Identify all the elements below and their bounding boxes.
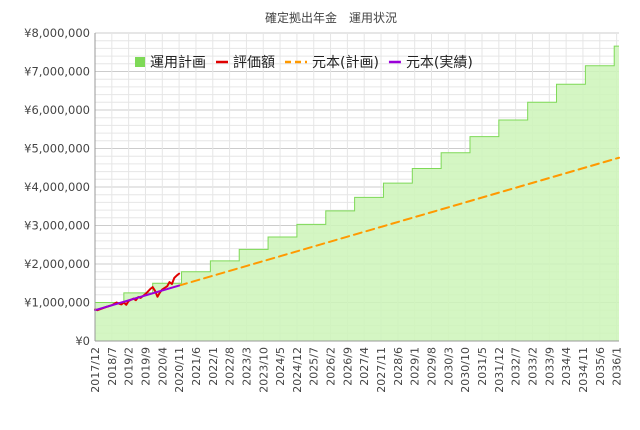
plot-area — [94, 45, 620, 342]
x-tick-label: 2032/7 — [510, 347, 523, 386]
y-tick-label: ¥8,000,000 — [24, 26, 90, 40]
x-tick-label: 2034/4 — [560, 347, 573, 386]
series-plan-area — [95, 46, 619, 342]
legend-item: 評価額 — [216, 55, 275, 71]
legend-label: 評価額 — [233, 55, 275, 71]
x-tick-label: 2036/1 — [611, 347, 624, 386]
y-tick-label: ¥1,000,000 — [24, 296, 90, 310]
x-tick-label: 2024/5 — [274, 347, 287, 386]
x-tick-label: 2030/3 — [442, 347, 455, 386]
x-tick-label: 2028/6 — [392, 347, 405, 386]
y-tick-label: ¥5,000,000 — [24, 142, 90, 156]
y-tick-label: ¥0 — [75, 334, 90, 348]
y-tick-label: ¥7,000,000 — [24, 65, 90, 79]
legend-item: 運用計画 — [135, 55, 206, 71]
legend-item: 元本(計画) — [285, 55, 379, 71]
x-tick-label: 2033/2 — [526, 347, 539, 386]
legend-swatch — [135, 57, 145, 67]
legend-label: 元本(計画) — [312, 55, 379, 71]
x-tick-label: 2026/9 — [341, 347, 354, 386]
y-tick-label: ¥3,000,000 — [24, 219, 90, 233]
y-tick-label: ¥2,000,000 — [24, 257, 90, 271]
chart-title: 確定拠出年金 運用状況 — [265, 10, 397, 25]
x-tick-label: 2024/12 — [291, 347, 304, 393]
x-tick-label: 2018/7 — [106, 347, 119, 386]
x-tick-label: 2029/8 — [426, 347, 439, 386]
x-tick-label: 2025/7 — [308, 347, 321, 386]
x-tick-label: 2023/10 — [257, 347, 270, 393]
x-tick-label: 2034/11 — [577, 347, 590, 393]
x-tick-label: 2017/12 — [89, 347, 102, 393]
x-tick-label: 2033/9 — [543, 347, 556, 386]
x-tick-label: 2019/9 — [139, 347, 152, 386]
x-tick-label: 2027/11 — [375, 347, 388, 393]
x-tick-label: 2027/4 — [358, 347, 371, 386]
legend-item: 元本(実績) — [388, 55, 473, 71]
x-tick-label: 2020/4 — [156, 347, 169, 386]
x-tick-label: 2021/6 — [190, 347, 203, 386]
x-tick-label: 2026/2 — [325, 347, 338, 386]
legend-label: 運用計画 — [150, 55, 206, 71]
x-tick-label: 2029/1 — [409, 347, 422, 386]
x-axis: 2017/12 2018/7 2019/2 2019/9 2020/4 2020/11 20… — [89, 340, 624, 393]
x-tick-label: 2022/8 — [224, 347, 237, 386]
y-axis: ¥0 ¥1,000,000 ¥2,000,000 ¥3,000,000 ¥4,000,0… — [24, 26, 96, 348]
x-tick-label: 2031/5 — [476, 347, 489, 386]
legend: 運用計画 評価額 元本(計画) 元本(実績) — [135, 55, 473, 71]
series-line-3 — [94, 284, 181, 312]
x-tick-label: 2031/12 — [493, 347, 506, 393]
x-tick-label: 2030/10 — [459, 347, 472, 393]
x-tick-label: 2023/3 — [240, 347, 253, 386]
legend-label: 元本(実績) — [406, 55, 473, 71]
y-tick-label: ¥4,000,000 — [24, 180, 90, 194]
series-plan-line — [95, 45, 619, 303]
x-tick-label: 2035/6 — [594, 347, 607, 386]
series-line-2 — [178, 156, 620, 287]
x-tick-label: 2020/11 — [173, 347, 186, 393]
x-tick-label: 2019/2 — [123, 347, 136, 386]
x-tick-label: 2022/1 — [207, 347, 220, 386]
y-tick-label: ¥6,000,000 — [24, 103, 90, 117]
